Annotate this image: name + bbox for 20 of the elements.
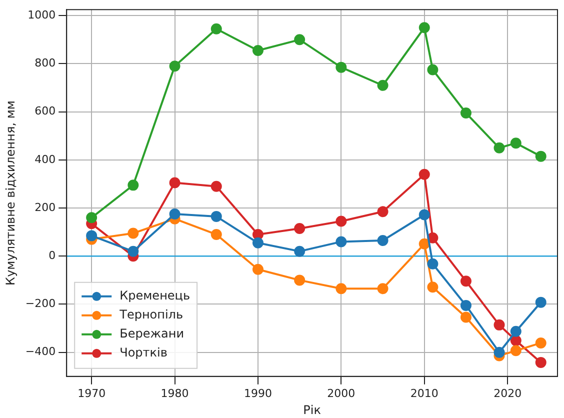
x-tick-label: 2010 (410, 386, 438, 400)
legend-label: Чортків (120, 346, 168, 360)
x-tick-label: 2000 (327, 386, 356, 400)
y-tick-label: 200 (34, 200, 56, 214)
x-tick-label: 2020 (494, 386, 522, 400)
y-tick-label: 0 (48, 248, 56, 262)
y-axis-title: Кумулятивне відхилення, мм (3, 100, 18, 286)
x-axis-title: Рік (303, 402, 321, 417)
y-tick-label: 600 (34, 104, 56, 118)
legend-label: Тернопіль (118, 308, 184, 322)
legend-label: Кременець (120, 288, 190, 303)
legend-label: Бережани (120, 326, 184, 341)
x-tick-label: 1990 (244, 386, 272, 400)
y-tick-label: −200 (25, 297, 56, 310)
x-tick-label: 1980 (160, 386, 189, 400)
x-tick-label: 1970 (78, 386, 106, 400)
y-tick-label: 1000 (28, 8, 56, 22)
y-tick-label: −400 (25, 345, 56, 358)
y-tick-label: 400 (34, 152, 56, 166)
y-tick-label: 800 (34, 56, 56, 70)
